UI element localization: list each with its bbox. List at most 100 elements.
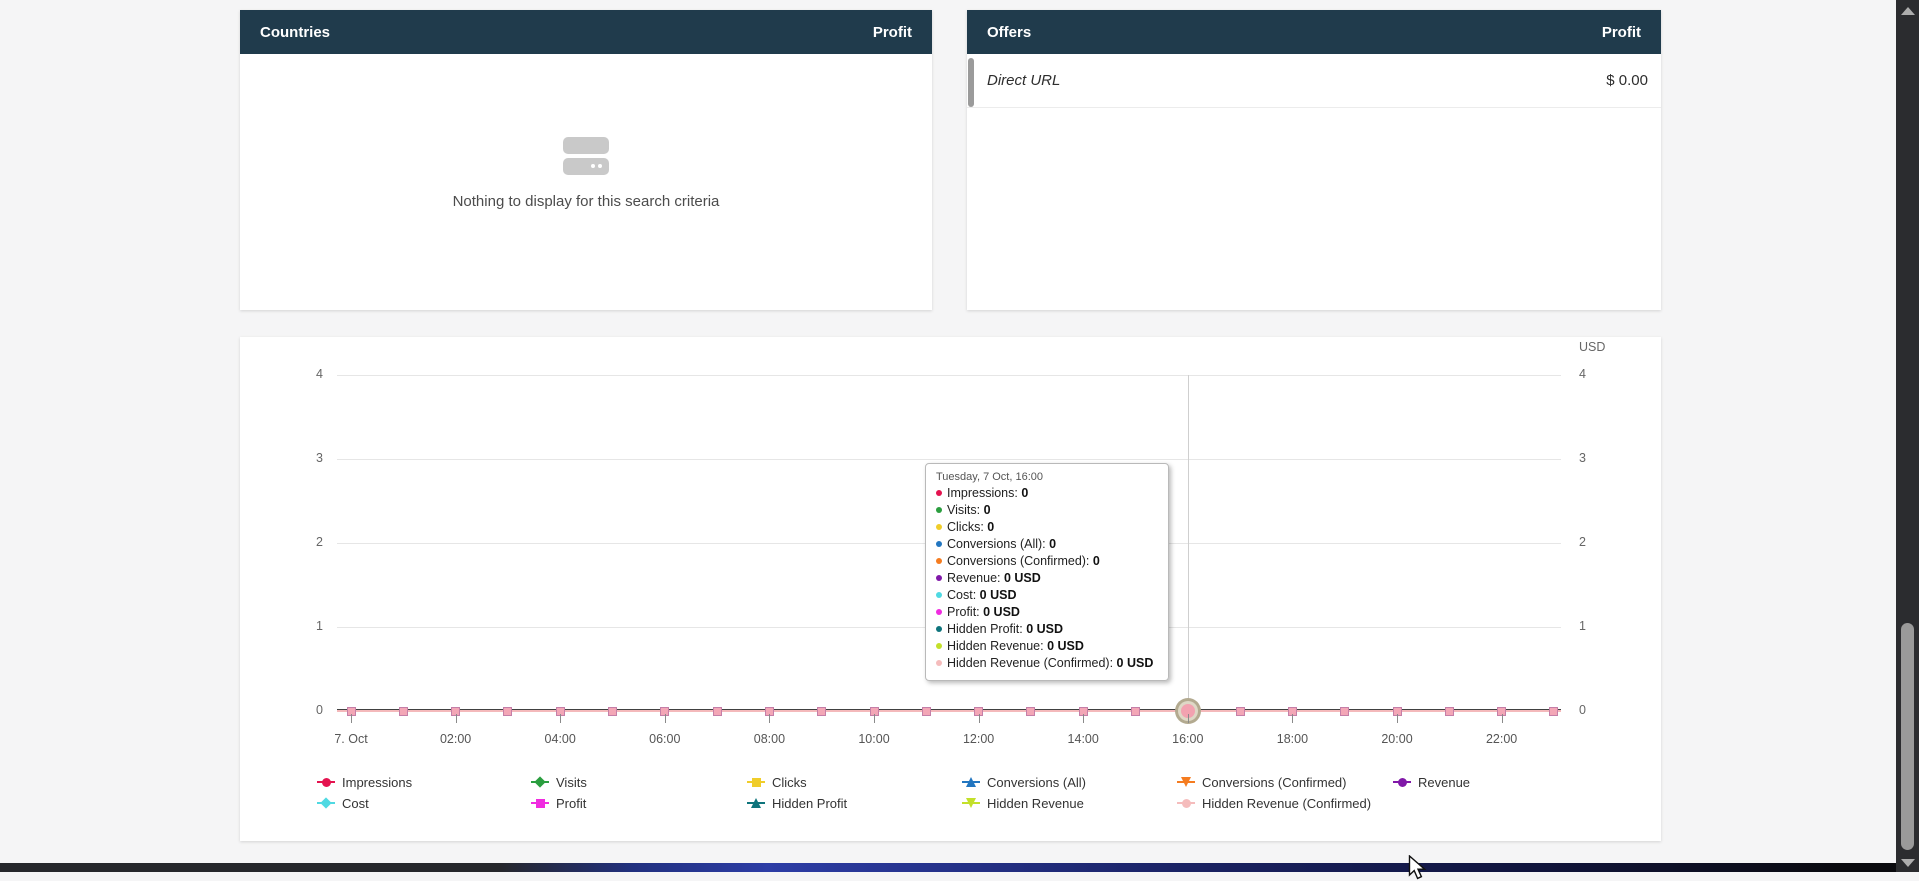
y-axis-label-right: 1	[1579, 619, 1586, 633]
tooltip-row: Profit: 0 USD	[936, 604, 1158, 621]
legend-item[interactable]: Revenue	[1393, 774, 1470, 790]
x-axis-label: 02:00	[439, 732, 472, 746]
countries-profit-column-header: Profit	[872, 23, 912, 41]
series-point-marker[interactable]	[1444, 706, 1454, 716]
tooltip-series-label: Profit:	[947, 605, 984, 619]
legend-item[interactable]: Hidden Profit	[747, 795, 847, 811]
tooltip-series-value: 0 USD	[983, 605, 1020, 619]
tooltip-series-label: Conversions (Confirmed):	[947, 554, 1093, 568]
tooltip-row: Impressions: 0	[936, 485, 1158, 502]
tooltip-row: Hidden Revenue (Confirmed): 0 USD	[936, 655, 1158, 672]
scrollbar-thumb[interactable]	[1901, 623, 1914, 850]
tooltip-series-label: Conversions (All):	[947, 537, 1050, 551]
y-axis-label-left: 0	[316, 703, 323, 717]
offers-list-scrollbar[interactable]	[968, 58, 974, 107]
legend-marker-shape	[750, 798, 761, 808]
empty-state-icon-bottom	[563, 158, 609, 175]
countries-panel: Countries Profit Nothing to display for …	[240, 10, 932, 310]
countries-panel-title: Countries	[260, 23, 331, 41]
x-axis-tickmark	[978, 714, 980, 723]
legend-marker-shape	[965, 798, 976, 808]
tooltip-series-value: 0 USD	[1003, 571, 1041, 585]
legend-item[interactable]: Visits	[531, 774, 587, 790]
tooltip-series-value: 0	[987, 520, 995, 534]
x-axis-tickmark	[1187, 714, 1189, 723]
tooltip-series-dot-icon	[936, 541, 942, 547]
legend-item[interactable]: Impressions	[317, 774, 412, 790]
x-axis-tickmark	[664, 714, 666, 723]
tooltip-series-label: Hidden Revenue (Confirmed):	[947, 656, 1117, 670]
offers-profit-column-header: Profit	[1601, 23, 1641, 41]
legend-marker-icon	[1177, 776, 1195, 788]
x-axis-tickmark	[1397, 714, 1398, 723]
series-point-marker[interactable]	[712, 706, 722, 716]
series-point-marker[interactable]	[608, 706, 617, 716]
series-point-marker[interactable]	[503, 706, 513, 716]
x-axis-label: 22:00	[1485, 732, 1518, 746]
series-point-marker[interactable]	[1026, 706, 1036, 716]
legend-item[interactable]: Hidden Revenue (Confirmed)	[1177, 795, 1371, 811]
y-axis-label-right: 3	[1579, 451, 1586, 465]
legend-marker-icon	[1393, 776, 1411, 788]
legend-label: Conversions (All)	[987, 774, 1086, 790]
right-axis-unit-label: USD	[1579, 340, 1606, 354]
x-axis-label: 14:00	[1067, 732, 1099, 746]
y-axis-label-right: 0	[1579, 703, 1586, 717]
tooltip-series-value: 0 USD	[1116, 656, 1154, 670]
scrollbar-up-arrow-icon[interactable]	[1900, 7, 1915, 15]
scrollbar-down-arrow-icon[interactable]	[1900, 859, 1915, 867]
x-axis-label: 16:00	[1172, 732, 1204, 746]
legend-label: Cost	[342, 795, 369, 811]
tooltip-series-label: Revenue:	[947, 571, 1004, 585]
empty-state-icon-top	[563, 137, 609, 154]
empty-state-icon	[563, 137, 609, 179]
series-point-marker[interactable]	[1549, 706, 1559, 716]
x-axis-tickmark	[351, 714, 352, 723]
hovered-point-core	[1180, 704, 1195, 718]
y-axis-label-left: 4	[316, 367, 323, 381]
legend-marker-shape	[535, 798, 545, 808]
legend-item[interactable]: Conversions (All)	[962, 774, 1086, 790]
chart-panel: USD 4 4 3 3 2 2 1 1 0 0 7. Oct 02:00 04:00 06:00 08:00…	[240, 337, 1661, 880]
legend-marker-icon	[747, 776, 765, 788]
tooltip-row: Visits: 0	[936, 502, 1158, 519]
legend-marker-icon	[747, 797, 765, 809]
tooltip-row: Conversions (Confirmed): 0	[936, 553, 1158, 570]
legend-marker-icon	[962, 776, 980, 788]
legend-item[interactable]: Cost	[317, 795, 369, 811]
y-gridline	[337, 375, 1561, 376]
series-point-marker[interactable]	[817, 706, 827, 716]
series-point-marker[interactable]	[1340, 706, 1350, 716]
series-point-marker[interactable]	[1235, 706, 1245, 716]
empty-state-message: Nothing to display for this search crite…	[452, 193, 720, 210]
legend-marker-shape	[1181, 798, 1191, 808]
tooltip-row: Cost: 0 USD	[936, 587, 1158, 604]
legend-item[interactable]: Profit	[531, 795, 586, 811]
x-axis-label: 7. Oct	[334, 732, 368, 746]
series-point-marker[interactable]	[1131, 706, 1140, 716]
tooltip-series-value: 0	[1092, 554, 1100, 568]
legend-marker-shape	[965, 777, 976, 787]
y-axis-label-left: 3	[316, 451, 323, 465]
tooltip-series-dot-icon	[936, 507, 942, 513]
x-axis-label: 20:00	[1381, 732, 1413, 746]
legend-item[interactable]: Conversions (Confirmed)	[1177, 774, 1347, 790]
series-point-marker[interactable]	[921, 706, 931, 716]
legend-item[interactable]: Hidden Revenue	[962, 795, 1084, 811]
series-point-marker[interactable]	[398, 706, 408, 716]
offer-row[interactable]: Direct URL $ 0.00	[967, 54, 1661, 108]
legend-marker-icon	[1177, 797, 1195, 809]
x-axis-tickmark	[1501, 714, 1503, 723]
countries-panel-header: Countries Profit	[240, 10, 932, 54]
offers-list: Direct URL $ 0.00	[967, 54, 1661, 108]
tooltip-series-dot-icon	[936, 490, 942, 496]
tooltip-series-value: 0	[1049, 537, 1057, 551]
legend-item[interactable]: Clicks	[747, 774, 807, 790]
tooltip-series-label: Visits:	[947, 503, 984, 517]
hovered-point-marker[interactable]	[1174, 698, 1201, 724]
page-scrollbar[interactable]	[1896, 0, 1919, 872]
tooltip-series-label: Hidden Profit:	[947, 622, 1027, 636]
y-axis-label-left: 1	[316, 619, 323, 633]
offers-panel-title: Offers	[987, 23, 1032, 41]
legend-marker-icon	[531, 776, 549, 788]
